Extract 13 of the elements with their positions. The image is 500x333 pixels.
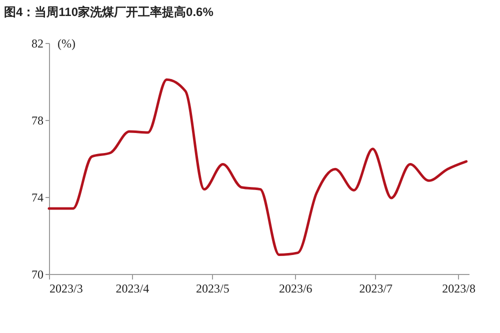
x-tick-label: 2023/6 — [278, 282, 312, 296]
line-series — [48, 78, 468, 256]
y-tick-label: 70 — [32, 268, 44, 282]
x-tick-label: 2023/5 — [196, 282, 230, 296]
x-tick-label: 2023/3 — [50, 282, 83, 296]
y-tick-label: 82 — [32, 36, 44, 50]
x-tick-label: 2023/8 — [442, 282, 476, 296]
y-tick-label: 78 — [32, 114, 44, 128]
x-tick-label: 2023/4 — [116, 282, 150, 296]
y-tick-label: 74 — [32, 190, 44, 204]
x-tick-label: 2023/7 — [359, 282, 393, 296]
y-axis-title: (%) — [58, 36, 76, 50]
chart-title: 图4：当周110家洗煤厂开工率提高0.6% — [4, 5, 214, 19]
